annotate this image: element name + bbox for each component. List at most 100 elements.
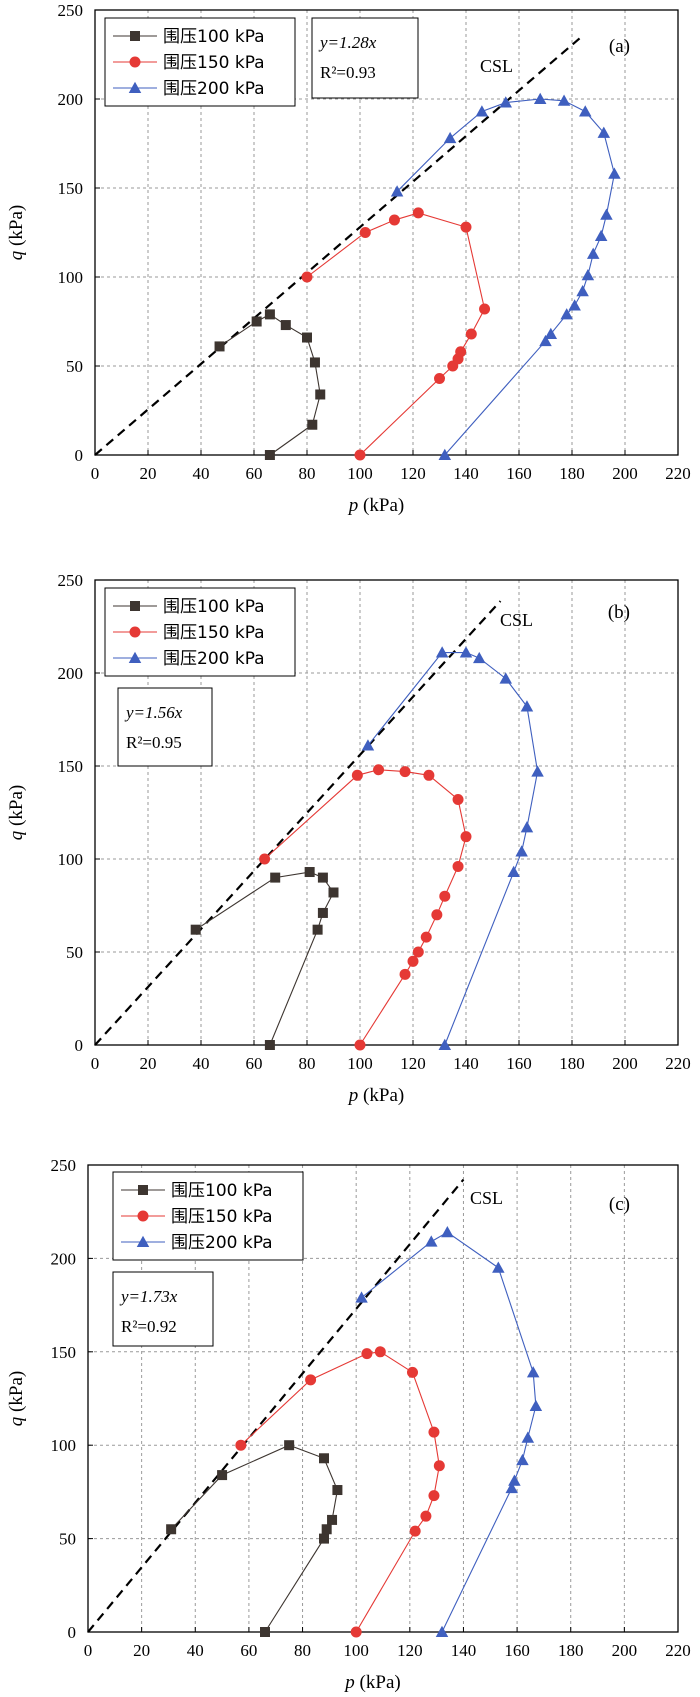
x-tick-label-a: 100 [347,464,373,483]
data-point-b-1-12 [373,764,385,776]
legend-marker-a-2 [128,81,142,93]
data-point-b-1-8 [460,831,472,843]
y-tick-label-c: 150 [51,1343,77,1362]
data-point-a-1-7 [460,221,472,233]
fit-equation-a: y=1.28x [318,33,377,52]
data-point-a-2-4 [568,299,581,311]
data-point-b-2-8 [459,646,473,658]
data-point-a-2-8 [594,229,608,242]
data-point-c-0-5 [319,1453,329,1464]
series-line-c-2 [361,1231,537,1633]
chart-svg-c: 0 20 40 60 80 100 120 140 160 180 200 220 0 50 100 150 2… [6,1156,691,1693]
data-point-c-2-2 [508,1474,521,1486]
series-c-0 [166,1440,343,1637]
x-tick-label-b: 120 [400,1054,426,1073]
data-point-c-1-6 [407,1366,418,1378]
x-tick-label-b: 100 [347,1054,373,1073]
series-a-0 [214,309,326,460]
y-axis-title-a: q (kPa) [6,205,27,260]
data-point-b-1-5 [431,909,443,921]
data-point-c-2-0 [435,1625,449,1637]
fit-r2-a: R²=0.93 [320,63,376,82]
y-tick-label-c: 100 [51,1436,77,1455]
data-point-b-0-7 [190,924,201,935]
legend-label-a-1: 围压150 kPa [163,53,265,73]
chart-svg-a: 0 20 40 60 80 100 120 140 160 180 200 220 0 50 100 150 2… [6,1,691,516]
data-point-b-1-10 [423,769,435,781]
data-point-b-2-9 [435,646,449,658]
legend-label-a-0: 围压100 kPa [163,27,265,47]
legend-marker-b-1 [129,626,141,638]
data-point-a-0-3 [309,357,320,368]
x-tick-label-c: 100 [343,1641,369,1660]
panel-label-c: (c) [609,1194,630,1215]
y-tick-label-b: 150 [58,757,84,776]
data-point-b-2-10 [361,739,375,751]
data-point-b-2-4 [531,765,544,777]
data-point-a-0-4 [302,332,312,343]
csl-label-a: CSL [480,56,513,76]
data-point-a-2-16 [475,105,489,117]
data-point-c-2-7 [492,1261,505,1273]
x-tick-label-c: 80 [294,1641,311,1660]
data-point-a-1-0 [354,449,366,461]
x-tick-label-c: 120 [397,1641,423,1660]
series-line-b-1 [264,769,467,1046]
y-tick-label-b: 0 [75,1036,84,1055]
data-point-c-1-3 [428,1490,440,1502]
legend-label-c-2: 围压200 kPa [171,1233,273,1253]
data-point-a-0-2 [315,389,326,400]
panel-label-b: (b) [608,602,630,623]
plot-frame-b [94,579,679,1046]
series-line-b-0 [195,871,335,1046]
legend-marker-b-0 [130,601,140,611]
x-tick-label-c: 140 [451,1641,477,1660]
data-point-a-0-6 [264,309,275,320]
data-point-b-2-0 [438,1038,452,1050]
csl-label-b: CSL [500,610,533,630]
data-point-b-2-5 [520,700,534,712]
chart-panel-b: 0 20 40 60 80 100 120 140 160 180 200 220 0 50 100 150 2… [0,570,700,1106]
data-point-c-0-7 [217,1470,228,1481]
data-point-b-0-0 [264,1040,275,1050]
data-point-c-0-6 [284,1440,295,1451]
data-point-c-1-10 [235,1439,247,1451]
data-point-b-1-1 [399,968,411,980]
x-tick-label-b: 220 [665,1054,691,1073]
data-point-c-0-1 [319,1533,329,1544]
series-b-2 [361,646,544,1050]
series-c-2 [355,1225,543,1637]
data-point-c-0-3 [327,1514,338,1525]
data-point-c-2-10 [355,1291,368,1303]
x-tick-label-a: 140 [453,464,479,483]
plot-frame-a [94,9,679,456]
legend-label-c-1: 围压150 kPa [171,1207,273,1227]
data-point-b-1-6 [439,890,451,902]
data-point-b-1-4 [420,931,432,943]
x-tick-label-c: 20 [133,1641,150,1660]
x-tick-label-b: 60 [246,1054,263,1073]
legend-marker-a-0 [130,31,140,41]
y-tick-label-b: 250 [58,571,84,590]
data-point-c-0-4 [332,1485,343,1496]
csl-line-c [87,1178,465,1633]
y-tick-label-a: 0 [75,446,84,465]
legend-marker-a-1 [129,56,141,68]
legend-marker-c-2 [136,1235,150,1247]
data-point-b-1-3 [412,946,424,958]
y-tick-label-a: 250 [58,1,84,20]
data-point-a-2-17 [443,131,457,144]
data-point-b-2-7 [473,651,486,664]
chart-panel-a: 0 20 40 60 80 100 120 140 160 180 200 220 0 50 100 150 2… [0,0,700,530]
data-point-c-0-0 [260,1627,270,1637]
data-point-b-2-3 [520,821,534,833]
data-point-c-0-8 [166,1524,177,1535]
x-tick-label-b: 140 [453,1054,479,1073]
x-tick-label-b: 200 [612,1054,638,1073]
data-point-b-2-1 [507,865,520,878]
series-a-2 [390,92,621,460]
data-point-b-1-13 [351,769,363,781]
y-axis-title-c: q (kPa) [6,1371,27,1426]
csl-line-b [94,600,502,1046]
data-point-a-2-2 [544,327,558,339]
